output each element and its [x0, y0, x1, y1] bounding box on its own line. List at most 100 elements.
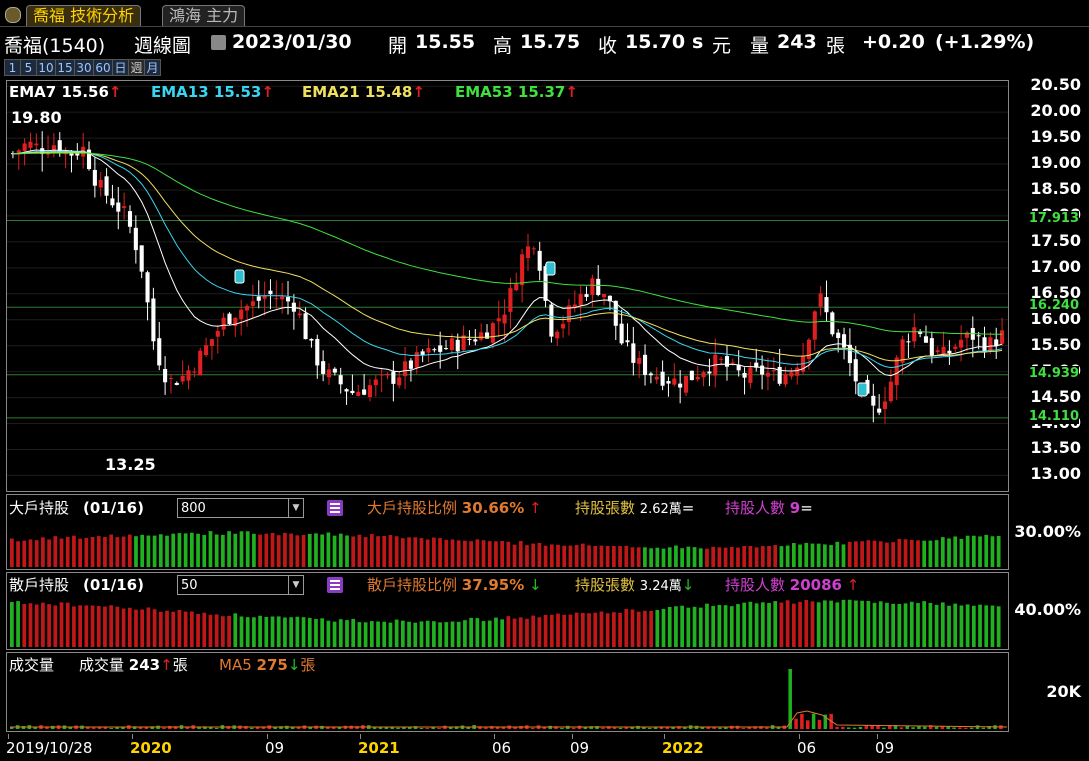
- holder-bar: [574, 612, 579, 647]
- volume-bar: [905, 725, 910, 729]
- candle-body: [602, 293, 607, 298]
- holder-bar: [736, 547, 740, 567]
- candle-body: [660, 371, 665, 386]
- holder-bar: [512, 618, 517, 647]
- holder-bar: [289, 533, 294, 567]
- volume-bar: [86, 727, 90, 729]
- holder-bar: [996, 606, 1001, 647]
- holder-bar: [127, 607, 132, 647]
- time-tick: [8, 734, 9, 739]
- holder-bar: [481, 540, 486, 567]
- volume-bar: [917, 726, 921, 729]
- big-holder-axis-label: 30.00%: [1014, 522, 1081, 541]
- holder-bar: [165, 610, 169, 647]
- price-tick-label: 14.50: [1030, 386, 1081, 406]
- holder-bar: [804, 542, 809, 567]
- candle-body: [590, 278, 595, 295]
- volume-bar: [378, 727, 383, 729]
- holder-bar: [872, 540, 877, 567]
- holder-bar: [823, 600, 827, 647]
- period-button-6[interactable]: 日: [112, 59, 129, 76]
- holder-bar: [407, 621, 411, 647]
- candle-body: [637, 357, 642, 364]
- candle-body: [625, 340, 630, 343]
- up-arrow-icon: ↑: [108, 83, 122, 101]
- candle-body: [549, 304, 554, 337]
- holder-bar: [96, 606, 101, 647]
- volume-bar: [823, 714, 828, 729]
- holder-bar: [624, 545, 629, 567]
- candle-body: [941, 346, 946, 355]
- signal-marker-icon: [857, 382, 868, 397]
- holder-bar: [189, 611, 194, 647]
- holder-bar: [587, 613, 591, 647]
- volume-bar: [671, 727, 675, 729]
- holder-bar: [978, 604, 982, 647]
- candle-body: [151, 298, 156, 342]
- retail-count: 持股人數 20086 ↑: [725, 576, 860, 594]
- holder-bar: [686, 546, 691, 567]
- volume-bar: [372, 726, 377, 729]
- volume-bar: [454, 726, 459, 729]
- ema-legend-ema13: EMA13 15.53↑: [151, 83, 274, 101]
- holder-bar: [320, 618, 325, 647]
- holder-bar: [860, 600, 864, 647]
- holder-bar: [860, 541, 864, 567]
- holder-bar: [767, 603, 771, 647]
- big-holder-threshold-select[interactable]: 800 ▼: [177, 498, 304, 518]
- holder-bar: [909, 539, 914, 567]
- price-tick-label: 13.00: [1030, 464, 1081, 484]
- volume-ma-legend: MA5 275↓張: [219, 656, 316, 674]
- tab-foxconn-main-force[interactable]: 鴻海 主力: [162, 5, 246, 26]
- holder-bar: [897, 538, 902, 567]
- holder-bar: [295, 535, 300, 567]
- chart-kind-dropdown-icon[interactable]: [211, 35, 226, 50]
- period-button-5[interactable]: 60: [93, 59, 113, 76]
- chevron-down-icon[interactable]: ▼: [288, 576, 303, 594]
- volume-bar: [817, 719, 822, 729]
- period-button-3[interactable]: 15: [55, 59, 75, 76]
- volume-bar: [806, 720, 810, 729]
- candle-body: [672, 378, 677, 385]
- time-tick: [132, 734, 133, 739]
- volume-bar: [197, 727, 201, 729]
- chevron-down-icon[interactable]: ▼: [288, 499, 303, 517]
- volume-bar: [97, 726, 102, 729]
- period-button-1[interactable]: 5: [20, 59, 37, 76]
- candle-body: [163, 368, 168, 383]
- retail-holder-chart: [10, 599, 1001, 647]
- holder-bar: [134, 609, 138, 647]
- period-button-7[interactable]: 週: [128, 59, 145, 76]
- volume-bar: [390, 727, 394, 729]
- candle-body: [525, 246, 531, 259]
- list-icon[interactable]: [327, 500, 343, 516]
- candle-body: [947, 350, 952, 354]
- holder-bar: [456, 621, 461, 647]
- period-button-4[interactable]: 30: [74, 59, 94, 76]
- candle-body: [455, 339, 460, 352]
- holder-bar: [22, 540, 27, 567]
- candle-body: [309, 338, 314, 341]
- holder-bar: [748, 601, 753, 647]
- holder-bar: [760, 546, 765, 567]
- holder-bar: [947, 605, 951, 647]
- candle-body: [98, 179, 103, 188]
- holder-bar: [593, 546, 598, 567]
- holder-bar: [891, 603, 896, 647]
- tab-technical-analysis[interactable]: 喬福 技術分析: [26, 5, 142, 26]
- period-button-2[interactable]: 10: [36, 59, 56, 76]
- time-tick-label: 09: [265, 739, 285, 757]
- holder-bar: [34, 540, 39, 567]
- menu-dropdown-icon[interactable]: [5, 7, 21, 23]
- list-icon[interactable]: [327, 577, 343, 593]
- retail-threshold-select[interactable]: 50 ▼: [177, 575, 304, 595]
- candle-body: [484, 332, 490, 339]
- period-button-8[interactable]: 月: [144, 59, 161, 76]
- volume-bar: [308, 727, 313, 729]
- candle-body: [40, 148, 45, 154]
- period-button-0[interactable]: 1: [4, 59, 21, 76]
- candle-body: [34, 143, 39, 146]
- holder-bar: [785, 600, 790, 647]
- candle-body: [244, 305, 250, 311]
- candle-body: [414, 352, 419, 368]
